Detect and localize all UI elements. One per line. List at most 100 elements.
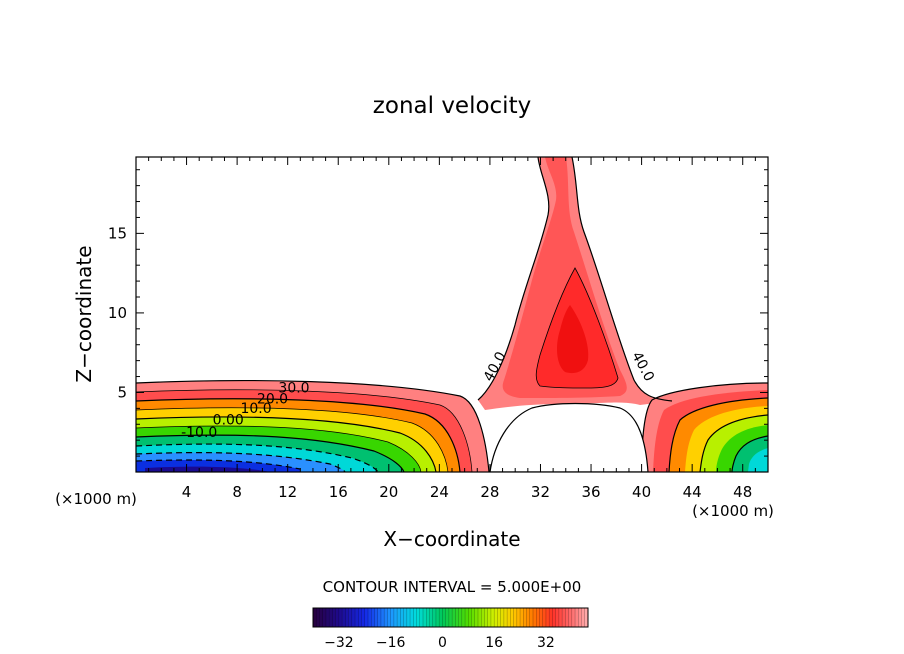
colorbar-cell [348, 608, 353, 627]
colorbar-cell [468, 608, 472, 627]
colorbar-cell [478, 608, 482, 627]
colorbar-cell [581, 608, 586, 627]
colorbar-cell [516, 608, 521, 627]
colorbar-cell [426, 608, 430, 627]
colorbar [312, 607, 589, 628]
contour-label: 30.0 [278, 380, 309, 396]
contour-label: 0.00 [213, 412, 244, 428]
colorbar-cell [406, 608, 411, 627]
colorbar-cell [490, 608, 495, 627]
colorbar-cell [533, 608, 537, 627]
colorbar-cell [442, 608, 446, 627]
colorbar-cell [419, 608, 424, 627]
colorbar-cell [374, 608, 379, 627]
colorbar-frame [312, 607, 589, 628]
colorbar-cell [565, 608, 569, 627]
contour-core [535, 267, 619, 389]
band-m5-right [748, 448, 768, 472]
colorbar-cell [390, 608, 395, 627]
colorbar-cell [575, 608, 579, 627]
x-axis: 4 8 12 16 20 24 28 32 36 40 44 48 [148, 157, 756, 501]
colorbar-cell [364, 608, 369, 627]
colorbar-cell [358, 608, 362, 627]
colorbar-cell [384, 608, 388, 627]
colorbar-cell [332, 608, 336, 627]
colorbar-cell [319, 608, 324, 627]
y-unit-label: (×1000 m) [55, 490, 137, 508]
colorbar-cell [335, 608, 340, 627]
colorbar-cell [465, 608, 469, 627]
colorbar-cell [484, 608, 489, 627]
colorbar-cell [497, 608, 501, 627]
colorbar-cell [523, 608, 527, 627]
x-tick-label: 8 [232, 483, 242, 501]
colorbar-cell [313, 608, 317, 627]
colorbar-cell [510, 608, 514, 627]
x-tick-label: 24 [430, 483, 449, 501]
colorbar-cell [329, 608, 333, 627]
colorbar-cell [413, 608, 417, 627]
contour-30-left [136, 379, 490, 472]
colorbar-tick-label: 16 [485, 635, 503, 651]
colorbar-cell [416, 608, 421, 627]
colorbar-cell [423, 608, 427, 627]
contour-40-right [571, 157, 673, 402]
colorbar-cell [529, 608, 534, 627]
x-tick-label: 16 [329, 483, 348, 501]
colorbar-cell [345, 608, 349, 627]
y-axis-label: Z−coordinate [72, 245, 96, 382]
colorbar-cell [539, 608, 544, 627]
colorbar-tick-label: 32 [537, 635, 555, 651]
colorbar-cell [545, 608, 550, 627]
colorbar-cell [458, 608, 463, 627]
colorbar-cell [584, 608, 589, 627]
x-tick-label: 12 [278, 483, 297, 501]
contour-40-left [477, 157, 550, 401]
contour-interval-label: CONTOUR INTERVAL = 5.000E+00 [323, 578, 582, 596]
colorbar-cell [452, 608, 456, 627]
colorbar-cell [474, 608, 479, 627]
colorbar-cell [368, 608, 372, 627]
colorbar-cell [322, 608, 327, 627]
velocity-field [136, 157, 768, 472]
y-tick-label: 10 [108, 304, 127, 322]
colorbar-cell [481, 608, 485, 627]
x-tick-label: 36 [581, 483, 600, 501]
x-unit-label: (×1000 m) [692, 502, 774, 520]
colorbar-cell [397, 608, 401, 627]
colorbar-cell [549, 608, 553, 627]
y-tick-label: 15 [108, 224, 127, 242]
colorbar-cell [503, 608, 508, 627]
contour-label: -10.0 [181, 425, 217, 441]
x-tick-label: 4 [182, 483, 192, 501]
colorbar-cell [471, 608, 476, 627]
colorbar-tick-label: −32 [324, 635, 354, 651]
contour-label: 10.0 [240, 401, 271, 417]
colorbar-cell [571, 608, 576, 627]
colorbar-cell [355, 608, 359, 627]
x-tick-label: 20 [379, 483, 398, 501]
x-tick-label: 40 [632, 483, 651, 501]
colorbar-cell [393, 608, 398, 627]
colorbar-cell [432, 608, 437, 627]
colorbar-cell [526, 608, 531, 627]
colorbar-cell [351, 608, 356, 627]
colorbar-cell [435, 608, 440, 627]
colorbar-tick-label: −16 [376, 635, 406, 651]
colorbar-cell [325, 608, 330, 627]
colorbar-cell [429, 608, 434, 627]
colorbar-cell [542, 608, 547, 627]
colorbar-cell [494, 608, 498, 627]
band-m20 [145, 466, 270, 472]
colorbar-cell [387, 608, 391, 627]
chart-title: zonal velocity [373, 93, 531, 119]
x-axis-label: X−coordinate [383, 527, 520, 551]
colorbar-cell [377, 608, 382, 627]
plume-core-max [557, 305, 589, 374]
colorbar-cell [338, 608, 343, 627]
colorbar-cell [568, 608, 573, 627]
y-axis: 5 10 15 [108, 169, 768, 457]
colorbar-cell [455, 608, 459, 627]
colorbar-cell [371, 608, 375, 627]
